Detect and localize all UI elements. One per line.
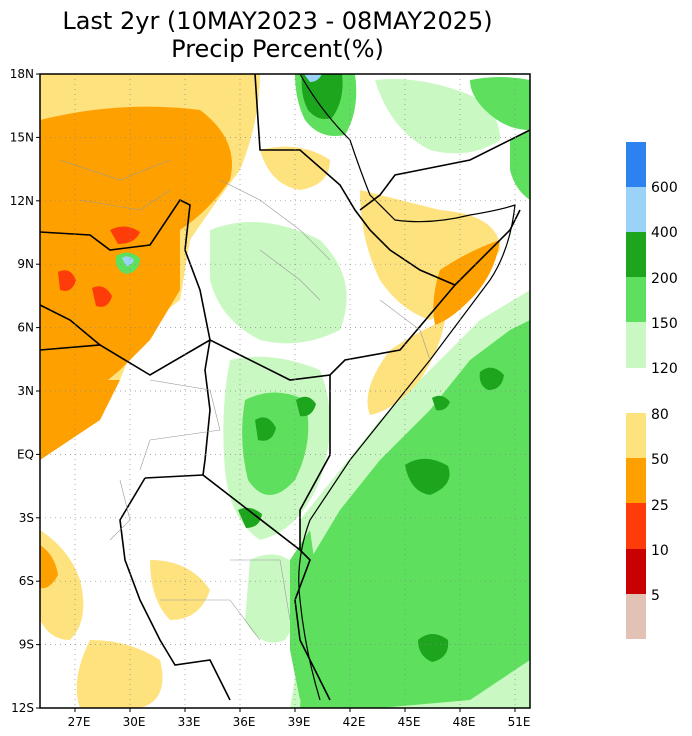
dark-green-blob-east xyxy=(405,458,450,495)
legend-label-200: 200 xyxy=(651,271,678,287)
lat-label-9n: 9N xyxy=(17,257,34,271)
legend-label-600: 600 xyxy=(651,180,678,196)
legend-label-150: 150 xyxy=(651,316,678,332)
orange-somalia-coast xyxy=(433,240,500,325)
dark-green-sudan xyxy=(301,74,343,119)
legend-label-5: 5 xyxy=(651,588,660,604)
legend-swatch-150 xyxy=(626,277,646,322)
lon-label-36e: 36E xyxy=(233,715,256,729)
lon-label-33e: 33E xyxy=(178,715,201,729)
legend-label-25: 25 xyxy=(651,498,669,514)
yellow-south xyxy=(150,560,210,620)
yellow-horn-coast xyxy=(367,320,445,415)
gridlines xyxy=(40,74,530,708)
lon-label-27e: 27E xyxy=(68,715,91,729)
lat-label-3n: 3N xyxy=(17,384,34,398)
yellow-ethiopia xyxy=(260,146,330,190)
green-tanzania-coast xyxy=(290,530,320,700)
dark-green-blob-4 xyxy=(432,395,450,411)
orange-southwest xyxy=(40,545,58,589)
lat-label-3s: 3S xyxy=(19,511,34,525)
admin-boundaries xyxy=(59,159,431,641)
legend-swatch-10 xyxy=(626,549,646,594)
legend-swatch-200 xyxy=(626,232,646,277)
legend-label-50: 50 xyxy=(651,452,669,468)
lon-label-42e: 42E xyxy=(343,715,366,729)
legend-label-400: 400 xyxy=(651,225,678,241)
light-green-north xyxy=(375,79,500,154)
lat-label-15n: 15N xyxy=(10,130,34,144)
precip-field xyxy=(40,74,530,708)
dark-green-kenya-2 xyxy=(296,396,316,417)
legend-label-80: 80 xyxy=(651,407,669,423)
lat-axis: 18N 15N 12N 9N 6N 3N EQ 3S 6S 9S 12S xyxy=(10,67,40,715)
legend-swatch-80 xyxy=(626,413,646,458)
color-legend: 600 400 200 150 120 80 50 25 10 5 xyxy=(626,142,678,639)
dark-green-blob-south xyxy=(418,634,449,662)
legend-label-120: 120 xyxy=(651,361,678,377)
red-spot-3 xyxy=(110,226,140,244)
green-ocean-region xyxy=(300,320,530,708)
legend-swatch-400 xyxy=(626,187,646,232)
blue-spot-north xyxy=(304,74,322,82)
chart-subtitle: Precip Percent(%) xyxy=(171,35,384,63)
legend-swatch-600 xyxy=(626,142,646,187)
lon-axis: 27E 30E 33E 36E 39E 42E 45E 48E 51E xyxy=(68,708,531,729)
blue-spot-sudd xyxy=(122,256,134,266)
light-green-tanzania xyxy=(245,554,301,643)
lat-label-9s: 9S xyxy=(19,638,34,652)
lat-label-6s: 6S xyxy=(19,574,34,588)
lat-label-6n: 6N xyxy=(17,321,34,335)
lon-label-48e: 48E xyxy=(453,715,476,729)
dark-green-kenya-1 xyxy=(255,417,276,441)
legend-swatch-25 xyxy=(626,503,646,549)
lon-label-39e: 39E xyxy=(288,715,311,729)
chart-title: Last 2yr (10MAY2023 - 08MAY2025) xyxy=(62,7,493,35)
lon-label-45e: 45E xyxy=(398,715,421,729)
green-north xyxy=(470,77,530,130)
lon-label-30e: 30E xyxy=(123,715,146,729)
dark-green-blob-3 xyxy=(479,367,504,390)
legend-swatch-5 xyxy=(626,594,646,639)
lat-label-eq: EQ xyxy=(17,447,34,461)
yellow-south-2 xyxy=(76,640,163,708)
coastline xyxy=(298,74,516,701)
green-east-edge xyxy=(510,130,530,200)
orange-cap-south xyxy=(40,380,120,460)
red-spot-2 xyxy=(92,286,112,307)
lat-label-12s: 12S xyxy=(11,701,34,715)
light-green-interior xyxy=(210,222,347,344)
green-kenya xyxy=(242,392,309,495)
lon-label-51e: 51E xyxy=(508,715,531,729)
legend-swatch-120 xyxy=(626,322,646,368)
country-borders xyxy=(40,74,530,701)
lat-label-12n: 12N xyxy=(10,194,34,208)
red-spot-1 xyxy=(58,270,76,291)
legend-swatch-50 xyxy=(626,458,646,503)
legend-label-10: 10 xyxy=(651,543,669,559)
lat-label-18n: 18N xyxy=(10,67,34,81)
